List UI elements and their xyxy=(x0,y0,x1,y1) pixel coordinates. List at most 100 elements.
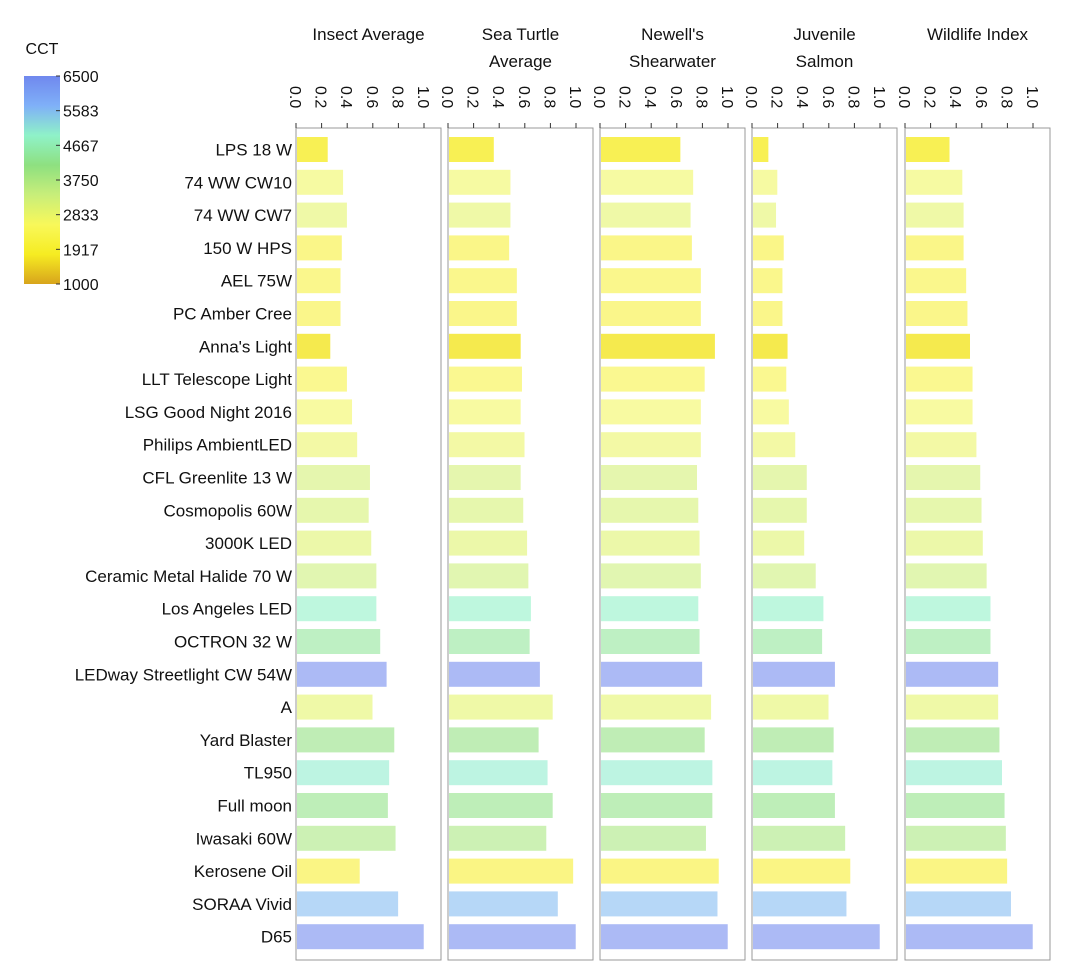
panel-title: Juvenile xyxy=(793,25,855,44)
bar xyxy=(906,563,987,589)
x-tick-label: 0.4 xyxy=(489,86,506,108)
bar xyxy=(906,169,963,195)
bar xyxy=(601,432,701,458)
x-tick-label: 0.0 xyxy=(286,86,303,108)
panel-frame xyxy=(904,127,1051,961)
bar xyxy=(753,169,778,195)
bar xyxy=(601,793,713,818)
x-tick-label: 0.4 xyxy=(946,86,963,108)
bar xyxy=(753,760,833,786)
bar xyxy=(753,202,777,228)
bar xyxy=(906,858,1008,884)
bar xyxy=(753,793,835,818)
x-tick-label: 0.2 xyxy=(464,86,481,108)
x-tick-label: 0.8 xyxy=(844,86,861,108)
panel: Wildlife Index 0.0 0.2 0.4 0.6 0.8 1.0 xyxy=(895,25,1051,961)
x-tick-label: 0.6 xyxy=(667,86,684,108)
row-label: LPS 18 W xyxy=(215,141,292,160)
bar xyxy=(906,793,1005,818)
row-label: LLT Telescope Light xyxy=(142,370,293,389)
bar xyxy=(906,333,970,359)
bar xyxy=(601,235,692,261)
row-label: 3000K LED xyxy=(205,534,292,553)
bar xyxy=(601,333,715,359)
bar xyxy=(449,694,553,720)
row-label: LSG Good Night 2016 xyxy=(125,403,292,422)
bar xyxy=(297,661,387,687)
row-label: OCTRON 32 W xyxy=(174,633,292,652)
bar xyxy=(449,727,539,753)
row-label: Full moon xyxy=(217,797,292,816)
bar xyxy=(906,530,983,556)
bar xyxy=(601,563,701,589)
x-tick-label: 1.0 xyxy=(718,86,735,108)
bar xyxy=(297,497,369,523)
bar xyxy=(449,137,494,162)
bar xyxy=(753,825,846,851)
bar xyxy=(297,924,424,950)
row-label: LEDway Streetlight CW 54W xyxy=(75,665,292,684)
panel-title: Wildlife Index xyxy=(927,25,1029,44)
x-tick-label: 0.2 xyxy=(312,86,329,108)
bar xyxy=(906,268,967,294)
bar xyxy=(601,924,728,950)
bar xyxy=(449,793,553,818)
row-label: PC Amber Cree xyxy=(173,305,292,324)
bar xyxy=(601,465,697,490)
colorbar-label: 2833 xyxy=(63,208,99,225)
colorbar-label: 1917 xyxy=(63,242,99,259)
bar xyxy=(297,137,328,162)
colorbar-label: 4667 xyxy=(63,138,99,155)
bar xyxy=(297,301,341,326)
panel: Newell's Shearwater 0.0 0.2 0.4 0.6 0.8 1.0 xyxy=(590,25,746,961)
bar xyxy=(753,596,824,622)
bar xyxy=(297,432,358,458)
x-tick-label: 0.0 xyxy=(742,86,759,108)
row-label: Cosmopolis 60W xyxy=(164,501,293,520)
panel: Sea Turtle Average 0.0 0.2 0.4 0.6 0.8 1.0 xyxy=(438,25,594,961)
bar xyxy=(297,891,399,917)
bar xyxy=(906,465,981,490)
bar xyxy=(601,858,719,884)
bar xyxy=(753,924,880,950)
x-tick-label: 0.8 xyxy=(692,86,709,108)
bar xyxy=(601,366,705,392)
bar xyxy=(449,202,511,228)
panel-title: Newell's xyxy=(641,25,704,44)
x-tick-label: 0.4 xyxy=(641,86,658,108)
bar xyxy=(449,432,525,458)
bar xyxy=(449,760,548,786)
bar xyxy=(601,169,694,195)
x-tick-label: 0.8 xyxy=(388,86,405,108)
bar xyxy=(449,268,517,294)
bar xyxy=(906,366,973,392)
bar xyxy=(297,333,331,359)
bar xyxy=(449,497,524,523)
bar xyxy=(601,760,713,786)
bar xyxy=(906,301,968,326)
bar xyxy=(297,235,342,261)
bar xyxy=(906,891,1011,917)
bar xyxy=(601,694,712,720)
bar xyxy=(753,727,834,753)
bar xyxy=(297,793,388,818)
row-label: CFL Greenlite 13 W xyxy=(142,469,292,488)
bar xyxy=(753,399,789,425)
row-label: Iwasaki 60W xyxy=(196,829,292,848)
bar xyxy=(449,563,529,589)
row-label: AEL 75W xyxy=(221,272,292,291)
bar xyxy=(601,661,703,687)
bar xyxy=(601,530,700,556)
bar xyxy=(297,169,344,195)
bar xyxy=(906,760,1002,786)
bar xyxy=(297,563,377,589)
x-tick-label: 0.2 xyxy=(921,86,938,108)
bar xyxy=(297,727,395,753)
x-tick-label: 0.0 xyxy=(590,86,607,108)
panel-title: Sea Turtle xyxy=(482,25,560,44)
x-tick-label: 1.0 xyxy=(870,86,887,108)
colorbar-title: CCT xyxy=(26,41,59,58)
bar xyxy=(297,366,347,392)
x-tick-label: 0.6 xyxy=(515,86,532,108)
